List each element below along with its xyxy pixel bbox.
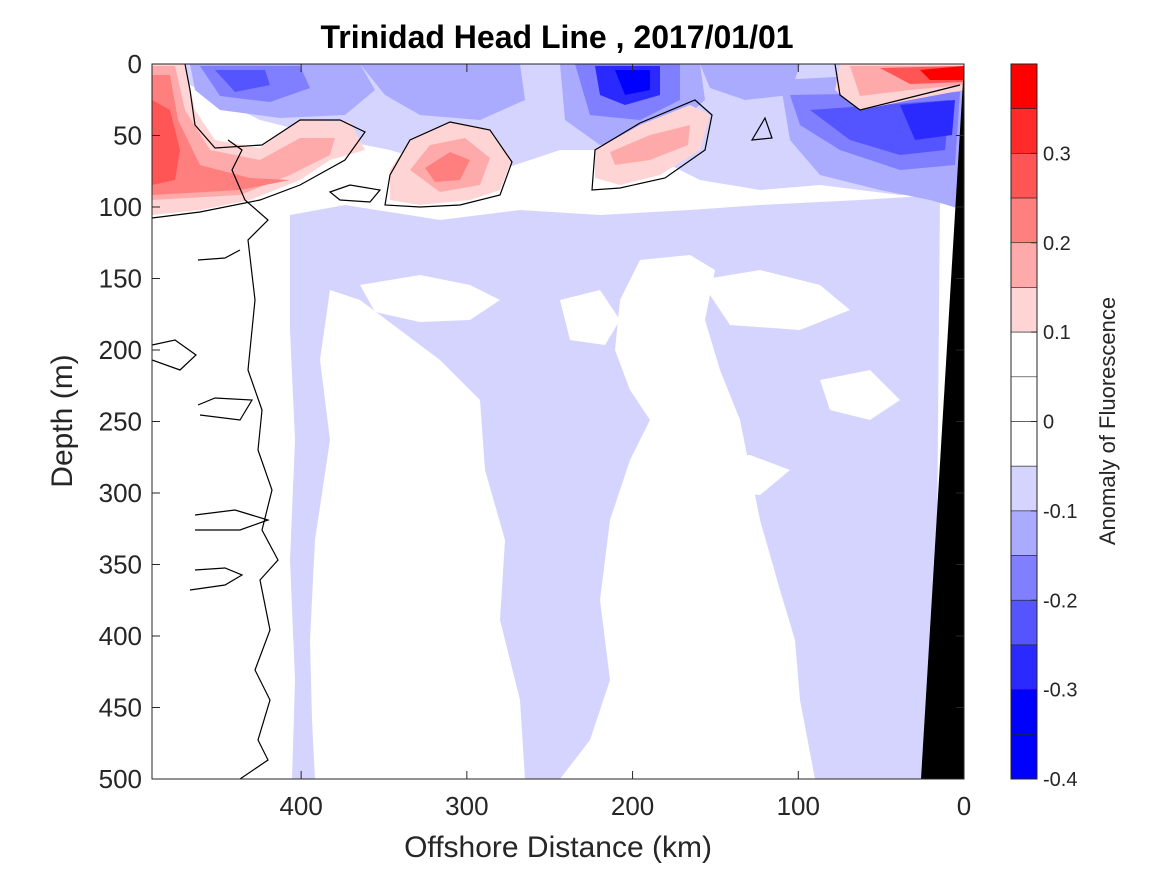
- x-tick-label: 200: [611, 791, 654, 821]
- y-axis-ticks: 0 50 100 150 200 250 300 350 400 450 500: [99, 49, 964, 794]
- y-tick-label: 100: [99, 192, 142, 222]
- contour-fill-neutral-patch-1: [360, 275, 500, 322]
- colorbar: [1010, 63, 1038, 780]
- x-tick-label: 0: [957, 791, 971, 821]
- colorbar-swatch: [1010, 287, 1038, 333]
- x-axis-title: Offshore Distance (km): [404, 831, 712, 864]
- zero-contour-310km: [384, 121, 513, 208]
- colorbar-tick-label: 0.2: [1043, 233, 1071, 255]
- bathymetry-slope: [921, 64, 964, 779]
- colorbar-swatch: [1010, 331, 1038, 378]
- x-tick-label: 300: [445, 791, 488, 821]
- zero-contour-coastal: [834, 64, 961, 111]
- y-tick-label: 450: [99, 693, 142, 723]
- colorbar-swatch: [1010, 734, 1038, 780]
- colorbar-swatch: [1010, 153, 1038, 199]
- contour-fill-neutral-patch-6: [690, 455, 790, 495]
- colorbar-swatch: [1010, 510, 1038, 556]
- contour-fill-positive-west-core: [152, 100, 180, 185]
- contour-fill-negative-200km-center: [615, 70, 650, 95]
- contour-fill-weak-negative-deep: [290, 195, 940, 779]
- colorbar-swatch: [1010, 242, 1038, 288]
- zero-contour-175km: [591, 99, 713, 191]
- contour-fill-positive-coastal-core: [920, 66, 964, 80]
- zero-contour-small-loop-2: [750, 116, 773, 141]
- y-tick-label: 50: [113, 121, 142, 151]
- colorbar-swatch: [1010, 465, 1038, 512]
- contour-fill-positive-west-strong: [152, 75, 290, 195]
- contour-fill-negative-coastal-center: [900, 100, 955, 140]
- chart-title: Trinidad Head Line , 2017/01/01: [320, 19, 793, 55]
- colorbar-tick-label: 0.1: [1043, 322, 1071, 344]
- colorbar-swatch: [1010, 108, 1038, 154]
- contour-fill-negative-450km-center: [215, 70, 270, 92]
- y-tick-label: 500: [99, 764, 142, 794]
- y-tick-label: 0: [128, 49, 142, 79]
- colorbar-swatch: [1010, 689, 1038, 735]
- zero-contour-deep-loop-1: [152, 339, 197, 371]
- contour-fill-negative-130km: [700, 64, 800, 100]
- colorbar-title: Anomaly of Fluorescence: [1095, 297, 1120, 545]
- colorbar-tick-label: -0.3: [1043, 680, 1077, 702]
- colorbar-ticks: 0.3 0.2 0.1 0 -0.1 -0.2 -0.3 -0.4: [1031, 143, 1077, 791]
- contour-fill-negative-390km: [360, 64, 525, 120]
- contour-fill-neutral-patch-5: [700, 270, 850, 330]
- contour-fill-neutral-patch-3: [340, 415, 470, 475]
- contour-field: [152, 64, 964, 779]
- colorbar-swatch: [1010, 599, 1038, 646]
- zero-contour-lines: [152, 64, 961, 779]
- zero-contour-deep-loop-3: [189, 567, 244, 591]
- contour-fill-neutral-patch-2: [560, 290, 620, 345]
- x-tick-label: 400: [279, 791, 322, 821]
- y-tick-label: 300: [99, 478, 142, 508]
- x-axis-ticks: 400 300 200 100 0: [279, 64, 971, 821]
- colorbar-swatch: [1010, 197, 1038, 244]
- colorbar-tick-label: 0.3: [1043, 143, 1071, 165]
- contour-fill-positive-175km-mid: [610, 125, 690, 165]
- y-tick-label: 400: [99, 621, 142, 651]
- contour-fill-neutral-patch-7: [640, 600, 760, 650]
- colorbar-swatch: [1010, 376, 1038, 422]
- colorbar-swatch: [1010, 644, 1038, 690]
- zero-contour-west: [152, 64, 366, 219]
- y-axis-title: Depth (m): [46, 354, 79, 487]
- x-tick-label: 100: [777, 791, 820, 821]
- y-tick-label: 350: [99, 550, 142, 580]
- contour-fill-neutral-patch-8: [820, 370, 900, 420]
- contour-fill-neutral-patch-4: [340, 530, 470, 590]
- colorbar-tick-label: -0.1: [1043, 501, 1077, 523]
- zero-contour-deep-loop-2: [194, 509, 270, 531]
- colorbar-swatch: [1010, 421, 1038, 467]
- zero-contour-deep-loop-4: [197, 397, 254, 421]
- zero-contour-deep-loop-5: [197, 249, 241, 261]
- contour-fill-neutral-patch-9: [340, 650, 440, 700]
- colorbar-tick-label: -0.2: [1043, 590, 1077, 612]
- zero-contour-small-loop: [328, 184, 382, 203]
- y-tick-label: 250: [99, 407, 142, 437]
- y-tick-label: 150: [99, 264, 142, 294]
- y-tick-label: 200: [99, 335, 142, 365]
- zero-contour-deep-west: [227, 139, 279, 779]
- colorbar-swatch: [1010, 63, 1038, 109]
- colorbar-tick-label: 0: [1043, 412, 1054, 434]
- contour-fill-positive-310km-core: [425, 152, 470, 182]
- colorbar-tick-label: -0.4: [1043, 769, 1077, 791]
- colorbar-swatch: [1010, 555, 1038, 601]
